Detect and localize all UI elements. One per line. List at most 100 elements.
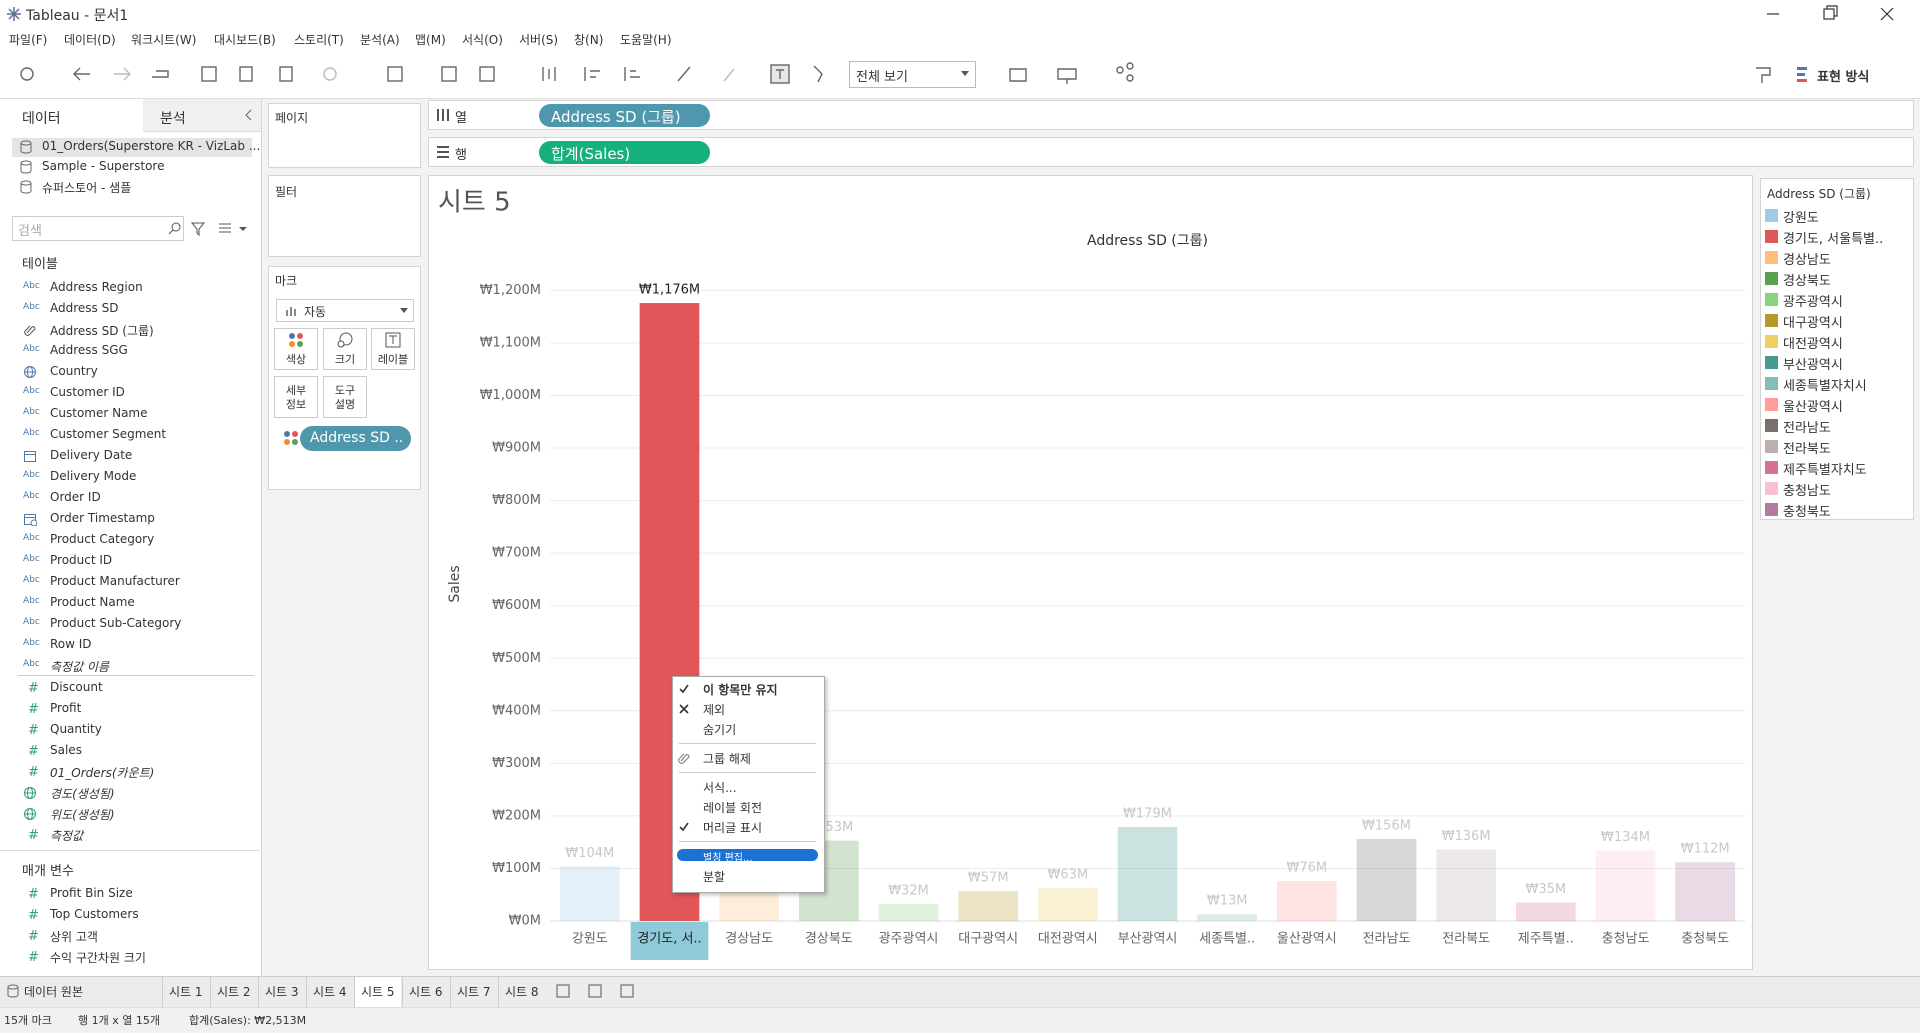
legend-entry[interactable]: 충청북도: [1783, 505, 1831, 520]
legend-entry[interactable]: 경기도, 서울특별..: [1783, 232, 1884, 247]
fit-dropdown[interactable]: [849, 61, 976, 88]
field-name[interactable]: Product Sub-Category: [50, 616, 182, 630]
field-name[interactable]: Profit: [50, 701, 82, 715]
field-name[interactable]: 측정값: [50, 829, 84, 843]
field-name[interactable]: Product Name: [50, 595, 135, 609]
source-name[interactable]: Sample - Superstore: [42, 159, 165, 173]
mark-type-dropdown[interactable]: [276, 299, 414, 322]
y-tick-label: ₩800M: [492, 493, 541, 508]
mark-button[interactable]: [371, 328, 415, 370]
field-name[interactable]: Delivery Mode: [50, 469, 137, 483]
field-name[interactable]: Profit Bin Size: [50, 886, 133, 900]
show-me[interactable]: 표현 방식: [1817, 70, 1870, 85]
sheet-tab[interactable]: 시트 1: [169, 985, 203, 999]
field-name[interactable]: Address SD: [50, 301, 119, 315]
field-name[interactable]: Discount: [50, 680, 103, 694]
field-icon: #: [28, 929, 39, 944]
legend-entry[interactable]: 경상북도: [1783, 274, 1831, 289]
sheet-tab[interactable]: 데이터 원본: [24, 985, 84, 999]
mark-button[interactable]: [274, 376, 318, 418]
menu-item[interactable]: 제외: [703, 703, 726, 717]
field-name[interactable]: 상위 고객: [50, 930, 98, 944]
menu-separator: [679, 743, 816, 744]
field-name[interactable]: Row ID: [50, 637, 92, 651]
mark-button-icon: [337, 332, 353, 348]
pane-tab[interactable]: 데이터: [22, 111, 61, 127]
cross: [679, 704, 689, 714]
legend-entry[interactable]: 경상남도: [1783, 253, 1831, 268]
field-name[interactable]: Country: [50, 364, 98, 378]
field-name[interactable]: 경도(생성됨): [50, 787, 115, 801]
field-name[interactable]: Delivery Date: [50, 448, 133, 462]
menu-item[interactable]: 숨기기: [703, 723, 737, 737]
source-name[interactable]: 01_Orders(Superstore KR - VizLab ...: [42, 139, 261, 153]
field-name[interactable]: Address Region: [50, 280, 143, 294]
menu-item[interactable]: 맵(M): [415, 33, 446, 47]
sheet-tab[interactable]: 시트 4: [313, 985, 347, 999]
menu-item[interactable]: 별칭 편집...: [703, 853, 753, 864]
menu-item[interactable]: 분석(A): [360, 33, 400, 47]
mark-button[interactable]: [323, 328, 367, 370]
sheet-tab[interactable]: 시트 3: [265, 985, 299, 999]
field-name[interactable]: Address SGG: [50, 343, 128, 357]
menu-item[interactable]: 파일(F): [9, 33, 48, 47]
collapse-icon[interactable]: [244, 109, 254, 121]
sheet-tab[interactable]: 시트 6: [409, 985, 443, 999]
field-name[interactable]: Customer Segment: [50, 427, 167, 441]
menu-item[interactable]: 워크시트(W): [131, 33, 197, 47]
field-name[interactable]: Product ID: [50, 553, 113, 567]
menu-item[interactable]: 레이블 회전: [703, 801, 763, 815]
menu-item[interactable]: 서식(O): [462, 33, 503, 47]
legend-entry[interactable]: 충청남도: [1783, 484, 1831, 499]
menu-item[interactable]: 머리글 표시: [703, 821, 763, 835]
legend-entry[interactable]: 울산광역시: [1783, 400, 1843, 415]
field-name[interactable]: Customer ID: [50, 385, 125, 399]
field-name[interactable]: 위도(생성됨): [50, 808, 115, 822]
legend-entry[interactable]: 세종특별자치시: [1783, 379, 1867, 394]
menu-item[interactable]: 서식...: [703, 781, 737, 795]
columns-pill[interactable]: [539, 104, 710, 127]
legend-entry[interactable]: 대구광역시: [1783, 316, 1843, 331]
field-name[interactable]: 수익 구간차원 크기: [50, 951, 146, 965]
search-box[interactable]: [12, 216, 184, 241]
source-name[interactable]: 슈퍼스토어 - 샘플: [42, 181, 132, 195]
legend-entry[interactable]: 전라북도: [1783, 442, 1831, 457]
field-name[interactable]: Product Category: [50, 532, 155, 546]
menu-item[interactable]: 대시보드(B): [214, 33, 276, 47]
field-name[interactable]: Order Timestamp: [50, 511, 155, 525]
field-name[interactable]: Customer Name: [50, 406, 148, 420]
menu-item[interactable]: 창(N): [574, 33, 604, 47]
sheet-tab[interactable]: 시트 7: [457, 985, 491, 999]
mark-button[interactable]: [274, 328, 318, 370]
pane-tab[interactable]: 분석: [160, 111, 186, 127]
field-name[interactable]: Product Manufacturer: [50, 574, 180, 588]
field-name[interactable]: Top Customers: [50, 907, 139, 921]
sheet-tab[interactable]: 시트 5: [361, 985, 395, 999]
field-name[interactable]: 01_Orders(카운트): [50, 766, 155, 780]
legend-entry[interactable]: 강원도: [1783, 211, 1819, 226]
color-pill[interactable]: [300, 426, 411, 451]
menu-item[interactable]: 그룹 해제: [703, 752, 751, 766]
legend-entry[interactable]: 광주광역시: [1783, 295, 1843, 310]
menu-item[interactable]: 스토리(T): [294, 33, 344, 47]
menu-item[interactable]: 분할: [703, 870, 726, 884]
sheet-tab[interactable]: 시트 8: [505, 985, 539, 999]
window-controls[interactable]: [1750, 0, 1920, 27]
menu-item[interactable]: 서버(S): [519, 33, 559, 47]
legend-entry[interactable]: 부산광역시: [1783, 358, 1843, 373]
menu-item[interactable]: 이 항목만 유지: [703, 683, 778, 697]
legend-entry[interactable]: 제주특별자치도: [1783, 463, 1867, 478]
sheet-tab[interactable]: 시트 2: [217, 985, 251, 999]
menu-item[interactable]: 데이터(D): [64, 33, 116, 47]
field-name[interactable]: 측정값 이름: [50, 660, 110, 674]
menu-item[interactable]: 도움말(H): [620, 33, 672, 47]
rows-pill[interactable]: [539, 141, 710, 164]
field-name[interactable]: Order ID: [50, 490, 101, 504]
field-name[interactable]: Quantity: [50, 722, 102, 736]
legend-entry[interactable]: 전라남도: [1783, 421, 1831, 436]
x-tick-label: 강원도: [572, 932, 608, 947]
legend-entry[interactable]: 대전광역시: [1783, 337, 1843, 352]
field-name[interactable]: Address SD (그룹): [50, 324, 154, 338]
field-name[interactable]: Sales: [50, 743, 82, 757]
mark-button[interactable]: [323, 376, 367, 418]
